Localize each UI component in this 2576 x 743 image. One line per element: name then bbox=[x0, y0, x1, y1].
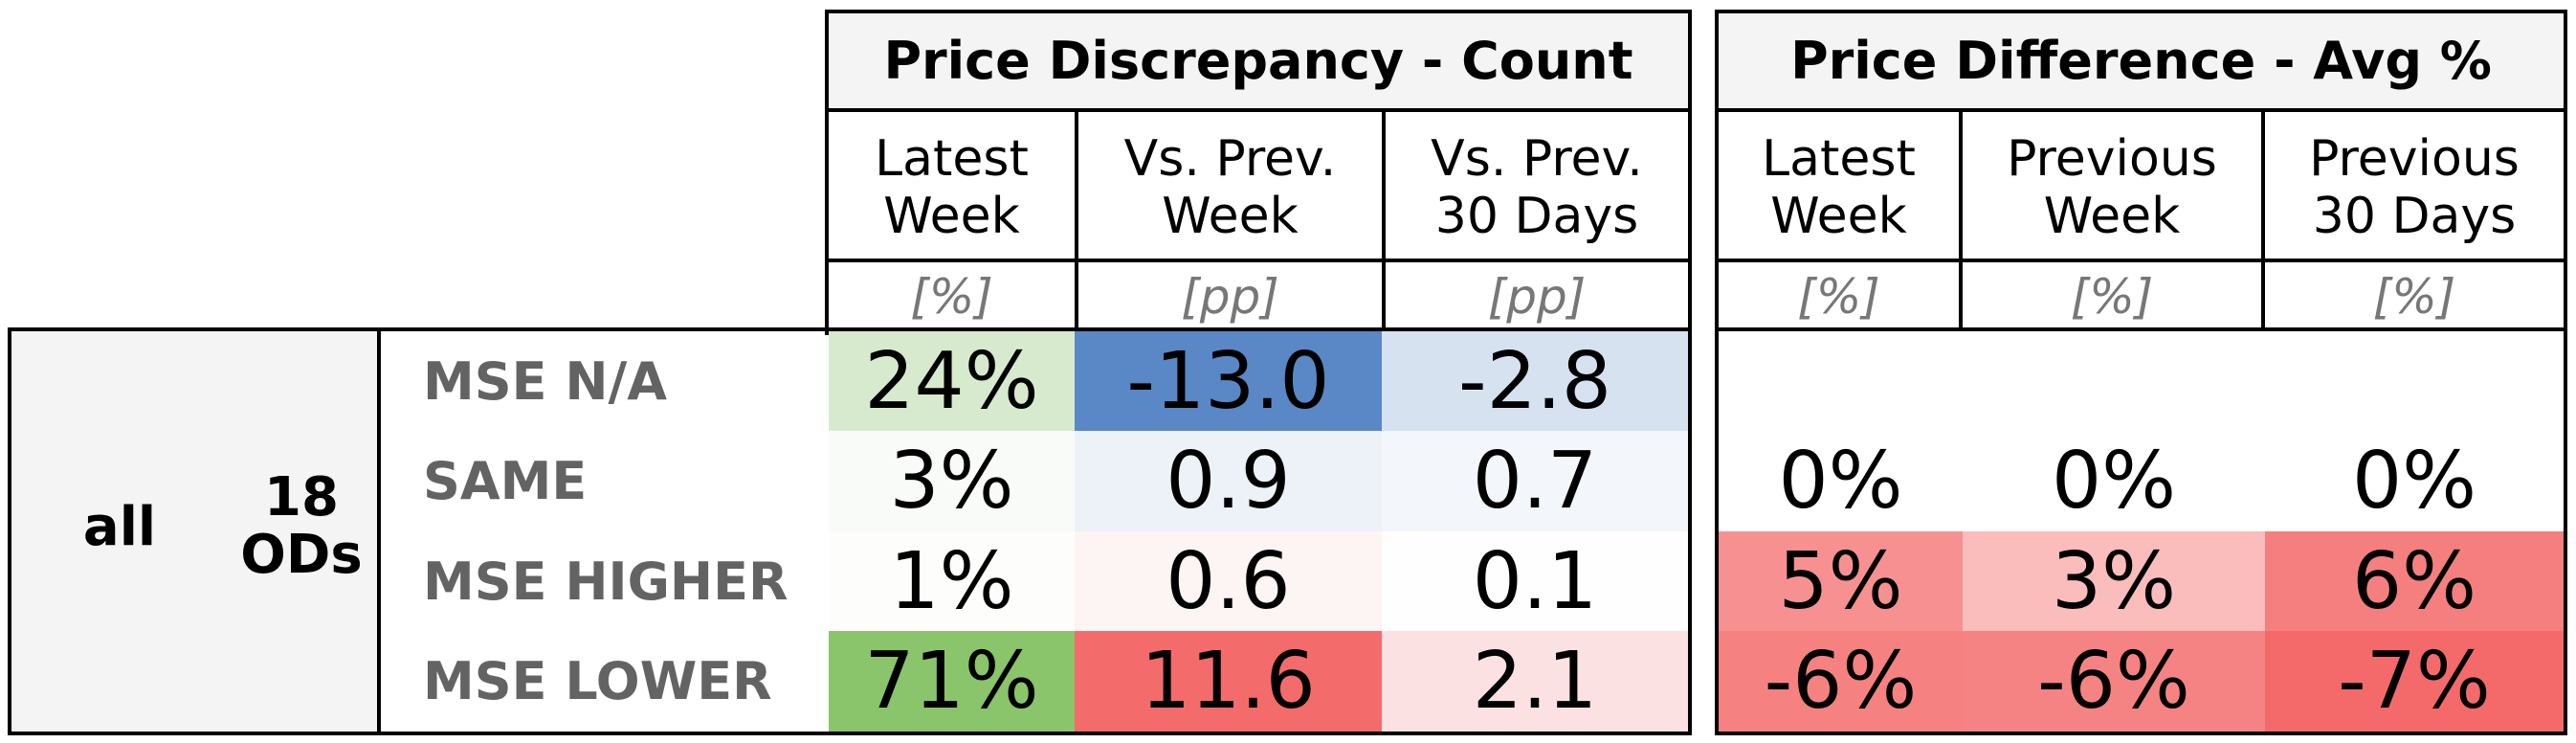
difference-title: Price Difference - Avg % bbox=[1719, 13, 2564, 112]
group-count-value: 18 bbox=[264, 466, 339, 529]
disc-cell: -2.8 bbox=[1382, 331, 1688, 431]
diff-col-previous-week: Previous Week bbox=[2007, 129, 2217, 245]
disc-col-vs-prev-week: Vs. Prev. Week bbox=[1123, 129, 1337, 245]
row-label-mse-lower: MSE LOWER bbox=[423, 651, 772, 711]
right-body-frame bbox=[1715, 327, 2567, 735]
diff-cell: -7% bbox=[2265, 631, 2564, 732]
diff-cell: -6% bbox=[1963, 631, 2265, 732]
disc-cell: 0.6 bbox=[1075, 531, 1382, 631]
diff-col-latest-week: Latest Week bbox=[1762, 129, 1916, 245]
diff-unit-previous-30-days: [%] bbox=[2372, 269, 2456, 325]
disc-col-vs-prev-30-days: Vs. Prev. 30 Days bbox=[1431, 129, 1643, 245]
diff-cell bbox=[1719, 331, 1963, 431]
diff-unit-latest-week: [%] bbox=[1797, 269, 1880, 325]
row-label-mse-na: MSE N/A bbox=[423, 350, 668, 412]
disc-cell: -13.0 bbox=[1075, 331, 1382, 431]
row-label-mse-higher: MSE HIGHER bbox=[423, 551, 788, 612]
disc-cell: 11.6 bbox=[1075, 631, 1382, 732]
difference-header-panel bbox=[1715, 10, 2567, 335]
group-count: 18 ODs bbox=[230, 469, 373, 584]
disc-cell: 3% bbox=[829, 431, 1075, 531]
disc-cell: 24% bbox=[829, 331, 1075, 431]
diff-cell: 0% bbox=[1963, 431, 2265, 531]
disc-unit-vs-prev-week: [pp] bbox=[1181, 269, 1279, 325]
diff-col-previous-30-days: Previous 30 Days bbox=[2309, 129, 2520, 245]
discrepancy-header-panel bbox=[825, 10, 1692, 335]
disc-cell: 0.1 bbox=[1382, 531, 1688, 631]
disc-cell: 0.7 bbox=[1382, 431, 1688, 531]
diff-unit-previous-week: [%] bbox=[2070, 269, 2154, 325]
diff-cell: 5% bbox=[1719, 531, 1963, 631]
diff-cell bbox=[2265, 331, 2564, 431]
disc-cell: 71% bbox=[829, 631, 1075, 732]
diff-cell: 0% bbox=[2265, 431, 2564, 531]
disc-cell: 1% bbox=[829, 531, 1075, 631]
discrepancy-title: Price Discrepancy - Count bbox=[829, 13, 1688, 112]
disc-col-latest-week: Latest Week bbox=[875, 129, 1029, 245]
group-scope: all bbox=[82, 496, 157, 558]
diff-cell: 6% bbox=[2265, 531, 2564, 631]
group-count-unit: ODs bbox=[240, 524, 363, 586]
diff-cell: -6% bbox=[1719, 631, 1963, 732]
disc-cell: 0.9 bbox=[1075, 431, 1382, 531]
diff-cell: 3% bbox=[1963, 531, 2265, 631]
left-body-frame bbox=[8, 327, 1692, 735]
disc-unit-latest-week: [%] bbox=[910, 269, 993, 325]
row-label-same: SAME bbox=[423, 451, 588, 511]
diff-cell bbox=[1963, 331, 2265, 431]
disc-unit-vs-prev-30-days: [pp] bbox=[1487, 269, 1587, 325]
group-label-bg bbox=[11, 331, 377, 732]
disc-cell: 2.1 bbox=[1382, 631, 1688, 732]
diff-cell: 0% bbox=[1719, 431, 1963, 531]
